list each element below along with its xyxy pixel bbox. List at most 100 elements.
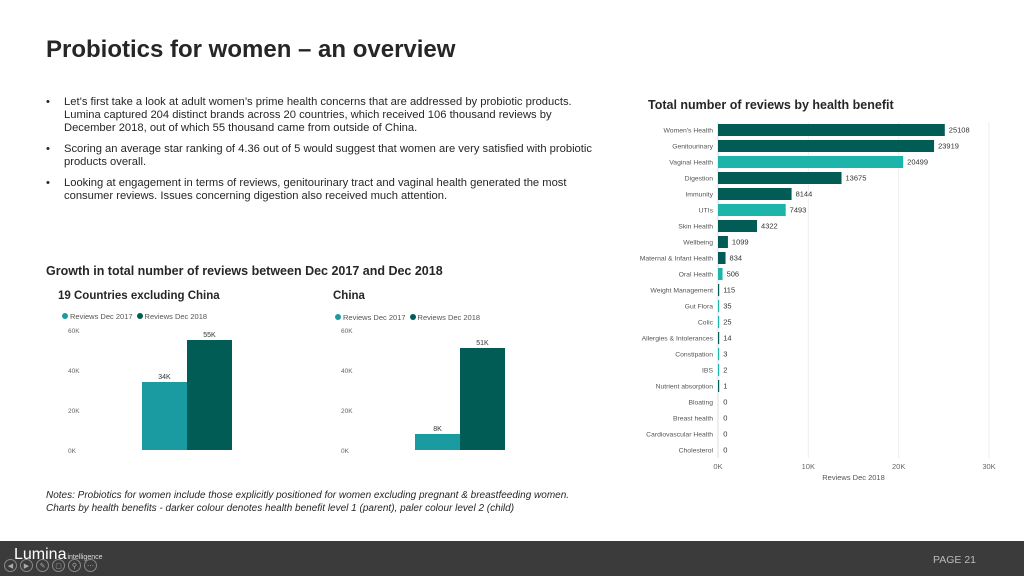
more-options-icon[interactable]: ⋯ xyxy=(84,559,97,572)
data-label: 8144 xyxy=(796,190,813,199)
x-tick-label: 10K xyxy=(802,462,815,471)
bar-chart-china: 60K 40K 20K 0K 8K 51K xyxy=(341,328,505,455)
y-tick-label: 0K xyxy=(68,448,77,455)
data-label: 25108 xyxy=(949,126,970,135)
bar xyxy=(718,252,726,264)
y-tick-label: 20K xyxy=(341,408,353,415)
bar xyxy=(718,380,720,392)
data-label: 23919 xyxy=(938,142,959,151)
logo-subtext: intelligence xyxy=(67,554,103,561)
data-label: 2 xyxy=(723,366,727,375)
category-label: Maternal & Infant Health xyxy=(640,256,714,263)
y-tick-label: 60K xyxy=(341,328,353,335)
bar-dec-2017 xyxy=(415,434,460,450)
bar xyxy=(718,300,720,312)
data-label: 3 xyxy=(723,350,727,359)
data-label: 0 xyxy=(723,446,727,455)
data-label: 8K xyxy=(433,426,442,433)
bullet-item: Let’s first take a look at adult women’s… xyxy=(46,96,606,135)
bar xyxy=(718,332,720,344)
note-line: Charts by health benefits - darker colou… xyxy=(46,503,515,514)
data-label: 34K xyxy=(158,374,171,381)
data-label: 14 xyxy=(723,334,731,343)
slide-controls: ◀ ▶ ✎ ▢ ⚲ ⋯ xyxy=(4,559,97,572)
bullet-list: Let’s first take a look at adult women’s… xyxy=(46,96,606,211)
y-tick-label: 40K xyxy=(341,368,353,375)
bar xyxy=(718,140,935,152)
data-label: 1099 xyxy=(732,238,749,247)
note-line: Notes: Probiotics for women include thos… xyxy=(46,490,570,501)
y-tick-label: 40K xyxy=(68,368,80,375)
data-label: 0 xyxy=(723,398,727,407)
legend-label: Reviews Dec 2018 xyxy=(417,313,481,322)
category-label: Constipation xyxy=(675,352,713,359)
category-label: Digestion xyxy=(685,176,714,183)
x-axis-label: Reviews Dec 2018 xyxy=(822,473,885,482)
category-label: Vaginal Health xyxy=(669,160,713,167)
bullet-item: Looking at engagement in terms of review… xyxy=(46,177,606,203)
health-benefit-chart-title: Total number of reviews by health benefi… xyxy=(648,98,894,112)
data-label: 0 xyxy=(723,430,727,439)
x-tick-label: 20K xyxy=(892,462,905,471)
data-label: 7493 xyxy=(790,206,807,215)
bar-dec-2018 xyxy=(187,340,232,450)
next-slide-icon[interactable]: ▶ xyxy=(20,559,33,572)
bar xyxy=(718,124,945,136)
growth-section-title: Growth in total number of reviews betwee… xyxy=(46,264,443,278)
data-label: 0 xyxy=(723,414,727,423)
category-label: Cardiovascular Health xyxy=(646,432,713,439)
y-tick-label: 60K xyxy=(68,328,80,335)
legend-label: Reviews Dec 2017 xyxy=(343,313,406,322)
data-label: 20499 xyxy=(907,158,928,167)
category-label: Wellbeing xyxy=(683,240,713,247)
chart-title-china: China xyxy=(333,290,365,302)
data-label: 1 xyxy=(723,382,727,391)
zoom-icon[interactable]: ⚲ xyxy=(68,559,81,572)
notes: Notes: Probiotics for women include thos… xyxy=(46,489,569,515)
legend-excluding-china: Reviews Dec 2017 Reviews Dec 2018 xyxy=(62,312,207,321)
category-label: Gut Flora xyxy=(685,304,714,311)
data-label: 13675 xyxy=(846,174,867,183)
bar xyxy=(718,172,842,184)
category-label: Skin Health xyxy=(678,224,713,231)
bar xyxy=(718,188,792,200)
legend-label: Reviews Dec 2017 xyxy=(70,312,133,321)
bar xyxy=(718,268,723,280)
previous-slide-icon[interactable]: ◀ xyxy=(4,559,17,572)
category-label: Weight Management xyxy=(650,288,713,295)
legend-label: Reviews Dec 2018 xyxy=(144,312,208,321)
slides-icon[interactable]: ▢ xyxy=(52,559,65,572)
bar xyxy=(718,156,904,168)
bar xyxy=(718,236,728,248)
category-label: IBS xyxy=(702,368,713,375)
pen-icon[interactable]: ✎ xyxy=(36,559,49,572)
bar xyxy=(718,316,720,328)
page-title: Probiotics for women – an overview xyxy=(46,36,456,63)
bar-chart-health-benefit: 0K 10K 20K 30K Women's Health 25108 Genitourin… xyxy=(640,122,996,482)
data-label: 4322 xyxy=(761,222,778,231)
data-label: 506 xyxy=(727,270,740,279)
category-label: Colic xyxy=(698,320,714,327)
data-label: 51K xyxy=(476,340,489,347)
category-label: Immunity xyxy=(685,192,713,199)
data-label: 115 xyxy=(723,286,735,295)
bar-chart-excluding-china: 60K 40K 20K 0K 34K 55K xyxy=(68,328,232,455)
category-label: Nutrient absorption xyxy=(656,384,714,391)
legend-china: Reviews Dec 2017 Reviews Dec 2018 xyxy=(335,313,480,322)
chart-title-excluding-china: 19 Countries excluding China xyxy=(58,290,220,302)
y-tick-label: 0K xyxy=(341,448,350,455)
category-label: Allergies & Intolerances xyxy=(642,336,714,343)
bar xyxy=(718,348,720,360)
bar xyxy=(718,204,786,216)
data-label: 834 xyxy=(730,254,743,263)
page-number: PAGE 21 xyxy=(933,554,976,566)
bullet-item: Scoring an average star ranking of 4.36 … xyxy=(46,143,606,169)
data-label: 35 xyxy=(723,302,731,311)
data-label: 55K xyxy=(203,332,216,339)
category-label: Women's Health xyxy=(663,128,713,135)
bar xyxy=(718,284,720,296)
x-tick-label: 0K xyxy=(713,462,722,471)
data-label: 25 xyxy=(723,318,731,327)
category-label: Bloating xyxy=(688,400,713,407)
bar-dec-2018 xyxy=(460,348,505,450)
